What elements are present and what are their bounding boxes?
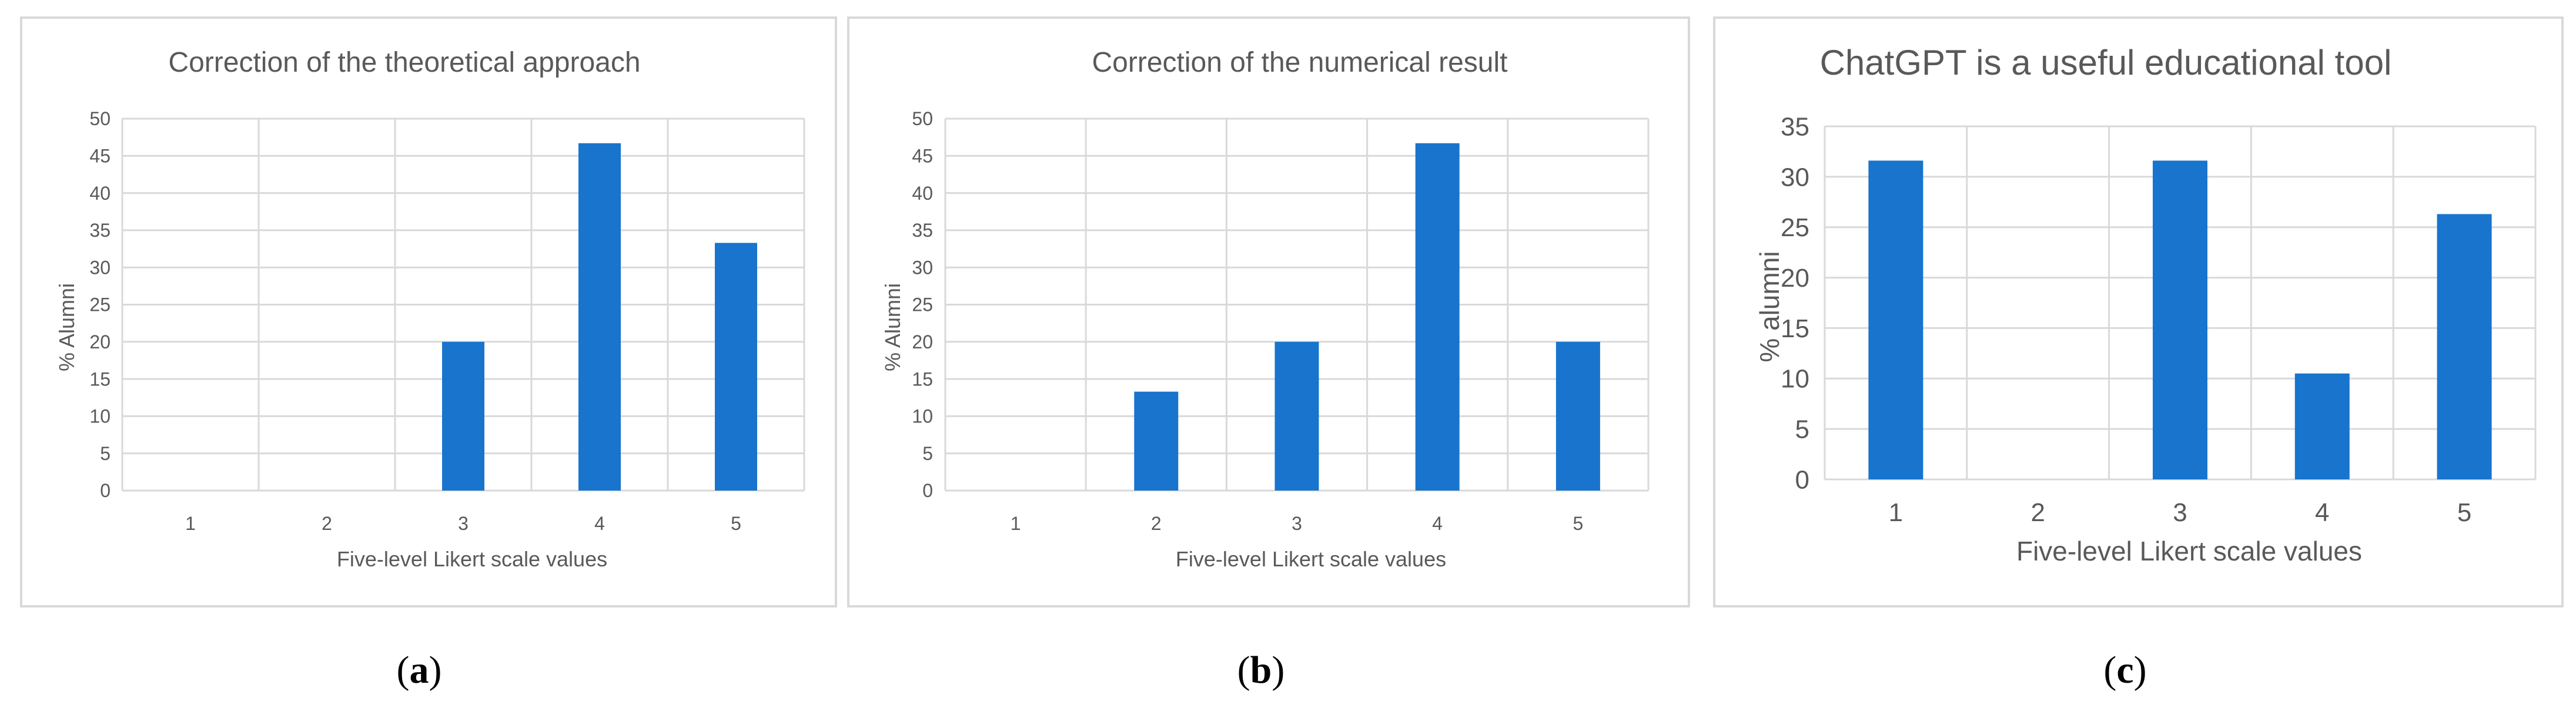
chart-c-ytick-label: 35: [1781, 112, 1809, 141]
chart-b-ytick-label: 40: [912, 183, 933, 204]
chart-c-ytick-label: 5: [1795, 415, 1809, 444]
chart-a-ytick-label: 25: [89, 294, 111, 315]
chart-a-ytick-label: 15: [89, 368, 111, 390]
chart-c-ytick-label: 15: [1781, 314, 1809, 343]
chart-a-ytick-label: 50: [89, 108, 111, 129]
chart-c-ytick-labels: 0 5 10 15 20 25 30 35: [1781, 112, 1809, 494]
chart-a-bar-3: [442, 341, 484, 491]
chart-c-xtick-labels: 1 2 3 4 5: [1889, 498, 2472, 527]
chart-b-title: Correction of the numerical result: [1092, 47, 1508, 78]
chart-a-xtick-labels: 1 2 3 4 5: [185, 513, 741, 534]
chart-c-ytick-label: 20: [1781, 264, 1809, 293]
chart-b-ytick-label: 15: [912, 368, 933, 390]
chart-c-xtick-label: 2: [2030, 498, 2045, 527]
chart-b-bar-5: [1555, 341, 1600, 491]
chart-c-svg: ChatGPT is a useful educational tool 051…: [1754, 43, 2537, 566]
chart-b-svg: Correction of the numerical result 0 5 10 1…: [881, 47, 1650, 571]
chart-c-ytick-label: 25: [1781, 213, 1809, 242]
chart-b-ytick-label: 0: [922, 480, 933, 501]
chart-b-xtick-label: 2: [1151, 513, 1162, 534]
chart-b-bar-2: [1134, 391, 1179, 491]
chart-panel-a: Correction of the theoretical approach 0…: [20, 16, 837, 607]
chart-c-xlabel: Five-level Likert scale values: [2016, 536, 2362, 566]
chart-b-ytick-label: 50: [912, 108, 933, 129]
caption-c: (c): [2103, 649, 2147, 691]
chart-b-xtick-label: 3: [1292, 513, 1302, 534]
chart-b-xlabel: Five-level Likert scale values: [1176, 547, 1446, 571]
chart-a-ytick-label: 20: [89, 331, 111, 353]
chart-c-ytick-label: 30: [1781, 163, 1809, 192]
chart-c-xtick-label: 1: [1889, 498, 1903, 527]
chart-b-xtick-label: 1: [1011, 513, 1021, 534]
chart-a-ylabel: % Alumni: [55, 283, 79, 371]
chart-b-bar-3: [1274, 341, 1319, 491]
chart-c-bar-4: [2294, 373, 2350, 479]
chart-c-xtick-label: 4: [2315, 498, 2329, 527]
chart-c-bar-5: [2437, 214, 2492, 479]
chart-a-xtick-label: 2: [322, 513, 332, 534]
chart-c-ytick-label: 10: [1781, 365, 1809, 394]
chart-b-ytick-label: 35: [912, 220, 933, 241]
chart-panel-b: Correction of the numerical result 0 5 10 1…: [847, 16, 1690, 607]
chart-a-ytick-label: 0: [100, 480, 111, 501]
chart-b-ytick-label: 45: [912, 146, 933, 167]
chart-a-xtick-label: 5: [731, 513, 741, 534]
chart-c-xtick-label: 3: [2173, 498, 2187, 527]
chart-a-bar-5: [715, 243, 757, 491]
chart-b-ytick-label: 20: [912, 331, 933, 353]
chart-a-ytick-label: 10: [89, 406, 111, 427]
chart-c-ylabel: % alumni: [1754, 251, 1785, 362]
chart-b-xtick-label: 4: [1432, 513, 1443, 534]
chart-c-title: ChatGPT is a useful educational tool: [1820, 43, 2392, 82]
chart-b-xtick-labels: 1 2 3 4 5: [1011, 513, 1584, 534]
chart-a-xtick-label: 1: [185, 513, 196, 534]
chart-b-ytick-label: 10: [912, 406, 933, 427]
caption-a: (a): [396, 649, 442, 691]
chart-a-ytick-labels: 0 5 10 15 20 25 30 35 40 45 50: [89, 108, 111, 501]
chart-a-ytick-label: 30: [89, 257, 111, 278]
chart-a-ytick-label: 40: [89, 183, 111, 204]
chart-a-svg: Correction of the theoretical approach 0…: [55, 47, 805, 571]
chart-a-xtick-label: 3: [458, 513, 469, 534]
chart-b-ytick-label: 30: [912, 257, 933, 278]
chart-b-ytick-label: 25: [912, 294, 933, 315]
chart-c-bars: [1868, 160, 2492, 479]
chart-a-ytick-label: 5: [100, 443, 111, 464]
caption-b: (b): [1237, 649, 1285, 691]
chart-a-bars: [442, 143, 757, 491]
chart-b-bars: [1134, 143, 1600, 491]
chart-b-ylabel: % Alumni: [881, 283, 905, 371]
chart-c-xtick-label: 5: [2457, 498, 2471, 527]
chart-b-ytick-labels: 0 5 10 15 20 25 30 35 40 45 50: [912, 108, 933, 501]
chart-c-ytick-label: 0: [1795, 465, 1809, 494]
chart-a-xtick-label: 4: [594, 513, 605, 534]
chart-a-ytick-label: 45: [89, 146, 111, 167]
chart-c-bar-1: [1868, 160, 1923, 479]
chart-c-bar-3: [2153, 160, 2207, 479]
chart-b-xtick-label: 5: [1573, 513, 1584, 534]
chart-a-bar-4: [578, 143, 621, 491]
chart-a-ytick-label: 35: [89, 220, 111, 241]
chart-b-bar-4: [1415, 143, 1460, 491]
chart-a-xlabel: Five-level Likert scale values: [337, 547, 607, 571]
chart-b-ytick-label: 5: [922, 443, 933, 464]
chart-a-title: Correction of the theoretical approach: [168, 47, 640, 78]
